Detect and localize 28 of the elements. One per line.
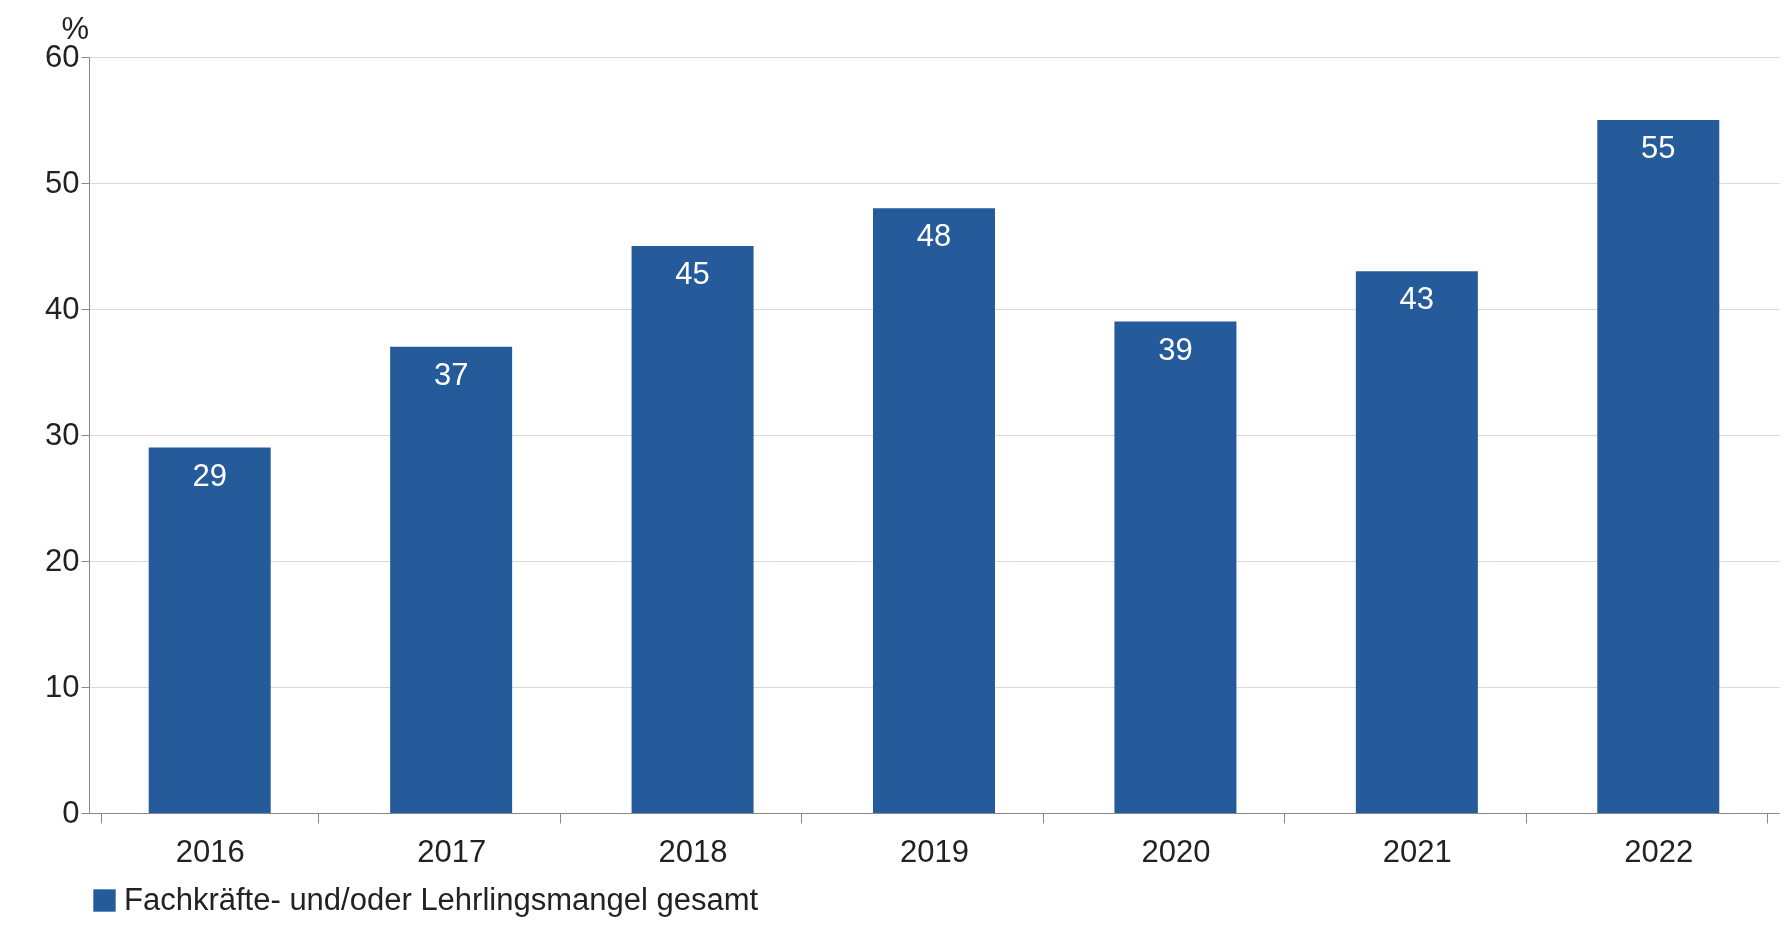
data-label: 55 [1641,130,1676,165]
data-label: 43 [1399,281,1435,317]
y-tick-label: 40 [45,290,80,326]
bar [390,346,513,813]
bar [631,246,754,813]
y-tick-label: 20 [45,542,80,578]
x-tick-label: 2018 [658,833,728,869]
data-label: 37 [433,356,469,392]
x-tick-label: 2017 [417,833,487,869]
data-label: 45 [675,256,710,291]
legend-label: Fachkräfte- und/oder Lehrlingsmangel gesamt [124,881,759,917]
y-tick-label: 30 [45,416,80,452]
bar [1114,321,1237,813]
data-label: 29 [192,457,227,493]
data-label: 48 [916,218,952,254]
x-tick-label: 2021 [1382,833,1452,869]
x-tick-label: 2016 [175,833,245,869]
y-tick-label: 50 [45,164,80,200]
x-tick-label: 2020 [1141,833,1211,869]
bar [148,447,271,813]
y-tick-label: 10 [45,668,80,704]
bar [873,208,995,813]
x-tick-label: 2022 [1624,833,1694,869]
data-label: 39 [1158,331,1193,367]
x-tick-label: 2019 [900,833,969,869]
bar [1355,271,1478,813]
y-tick-label: 0 [62,794,80,830]
bar [1597,120,1720,813]
